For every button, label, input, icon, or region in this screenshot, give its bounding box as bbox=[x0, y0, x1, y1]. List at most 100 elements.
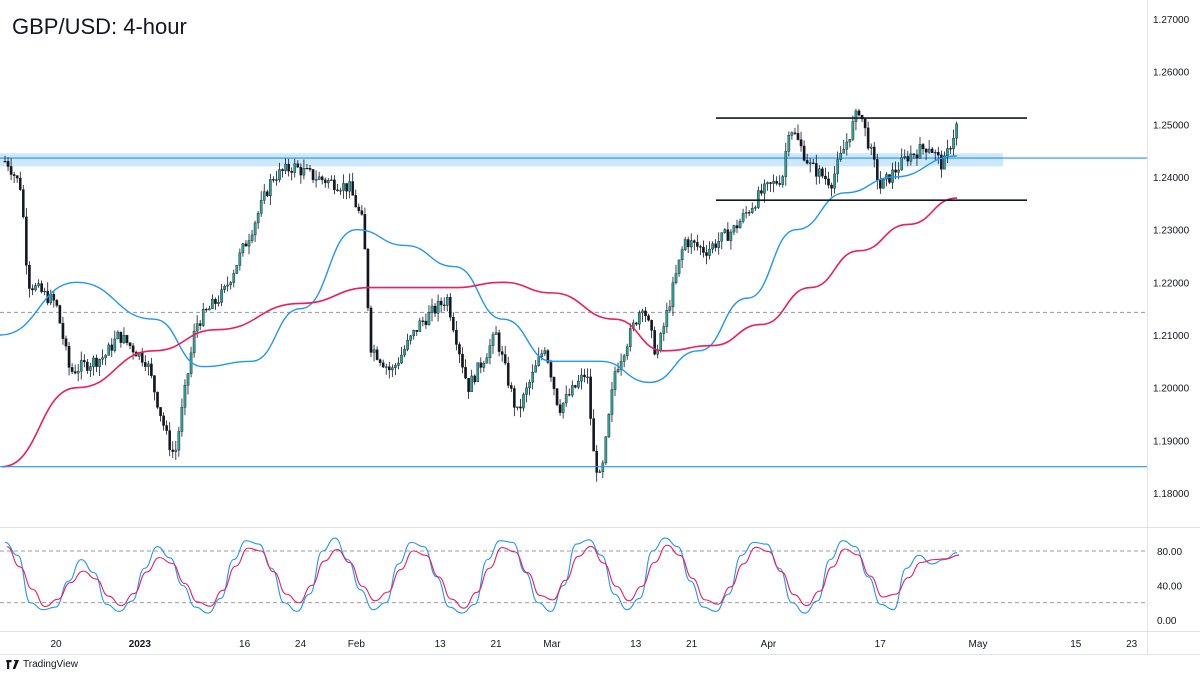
time-tick-label: 23 bbox=[1126, 639, 1138, 650]
candle-bullish bbox=[680, 249, 684, 261]
candle-bearish bbox=[22, 189, 25, 218]
candle-bearish bbox=[162, 415, 165, 426]
candle-bullish bbox=[720, 232, 724, 242]
candle-bearish bbox=[375, 349, 379, 360]
candle-bullish bbox=[897, 169, 900, 173]
candle-bullish bbox=[854, 110, 858, 122]
candle-bearish bbox=[131, 345, 135, 353]
candle-bearish bbox=[775, 180, 778, 184]
candle-bearish bbox=[140, 352, 144, 363]
candle-bullish bbox=[183, 385, 187, 408]
candle-bearish bbox=[6, 161, 10, 167]
time-axis: 20 2023 16 24 Feb 13 21 Mar 13 21 Apr 17 May 15 23 bbox=[50, 639, 1137, 650]
time-tick-label: 13 bbox=[630, 639, 642, 650]
candle-bullish bbox=[250, 234, 254, 241]
candle-bullish bbox=[256, 213, 260, 224]
time-tick-label: 20 bbox=[50, 639, 62, 650]
candle-bearish bbox=[275, 179, 278, 181]
candle-bearish bbox=[747, 212, 751, 214]
stochastic-tick-label: 40.00 bbox=[1157, 582, 1182, 593]
candle-bullish bbox=[577, 380, 580, 388]
candle-bearish bbox=[244, 243, 248, 247]
candle-bullish bbox=[192, 330, 196, 354]
candle-bullish bbox=[790, 132, 794, 136]
candle-bearish bbox=[125, 335, 129, 343]
candle-bullish bbox=[409, 335, 412, 341]
candle-bearish bbox=[363, 214, 367, 250]
candle-bearish bbox=[821, 168, 824, 177]
candle-bearish bbox=[15, 175, 19, 179]
candle-bearish bbox=[320, 176, 324, 181]
candle-bullish bbox=[586, 376, 589, 378]
candle-bearish bbox=[311, 169, 315, 181]
candle-bullish bbox=[851, 121, 855, 140]
candle-bullish bbox=[488, 345, 492, 359]
candle-bullish bbox=[903, 156, 907, 158]
candle-bullish bbox=[186, 373, 190, 386]
candle-bearish bbox=[345, 183, 348, 192]
candle-bullish bbox=[217, 302, 220, 304]
candle-bullish bbox=[342, 183, 345, 191]
candle-bullish bbox=[229, 282, 233, 286]
candle-bullish bbox=[665, 310, 669, 327]
candle-bullish bbox=[561, 402, 565, 413]
price-tick-label: 1.19000 bbox=[1153, 436, 1190, 447]
price-tick-label: 1.23000 bbox=[1153, 226, 1190, 237]
candle-bullish bbox=[34, 285, 37, 291]
candle-bullish bbox=[537, 356, 541, 366]
candle-bullish bbox=[147, 363, 150, 367]
candle-bullish bbox=[445, 297, 449, 306]
candle-bullish bbox=[677, 259, 681, 274]
candle-bearish bbox=[357, 206, 361, 211]
candle-bearish bbox=[595, 450, 598, 473]
candle-bullish bbox=[622, 355, 626, 362]
candle-bearish bbox=[815, 163, 818, 177]
candle-bullish bbox=[302, 168, 306, 176]
candle-bearish bbox=[760, 190, 763, 194]
candle-bullish bbox=[79, 360, 83, 372]
candle-bullish bbox=[98, 359, 101, 367]
candle-bullish bbox=[540, 353, 544, 357]
candle-bearish bbox=[699, 246, 702, 248]
candle-bearish bbox=[360, 210, 364, 215]
candle-bullish bbox=[683, 239, 687, 250]
candle-bearish bbox=[915, 154, 919, 159]
candle-bullish bbox=[436, 300, 440, 314]
candle-bullish bbox=[933, 152, 937, 154]
candle-bearish bbox=[906, 156, 910, 162]
candle-bullish bbox=[571, 385, 574, 396]
candle-bullish bbox=[952, 137, 955, 150]
candle-bullish bbox=[848, 138, 852, 143]
candle-bullish bbox=[598, 471, 602, 473]
candle-bullish bbox=[754, 207, 757, 209]
candle-bullish bbox=[757, 190, 760, 208]
chart-title: GBP/USD: 4-hour bbox=[12, 14, 187, 39]
candle-bearish bbox=[381, 362, 385, 368]
candle-bullish bbox=[613, 371, 617, 390]
candle-bullish bbox=[427, 312, 431, 325]
candle-bullish bbox=[628, 328, 632, 347]
candle-bearish bbox=[52, 293, 56, 301]
candle-bearish bbox=[506, 362, 510, 386]
candle-bearish bbox=[308, 168, 312, 170]
candle-bearish bbox=[811, 162, 815, 164]
candle-bearish bbox=[119, 331, 123, 343]
candle-bearish bbox=[31, 288, 34, 291]
candle-bullish bbox=[836, 159, 839, 175]
candle-bearish bbox=[70, 367, 74, 372]
candle-bearish bbox=[879, 179, 882, 189]
candle-bearish bbox=[323, 179, 327, 184]
candle-bearish bbox=[442, 304, 446, 306]
candle-bearish bbox=[354, 195, 358, 208]
candle-bearish bbox=[67, 345, 71, 368]
candle-bullish bbox=[918, 144, 922, 159]
brand-label: TradingView bbox=[23, 659, 79, 670]
candle-bullish bbox=[882, 178, 885, 189]
candle-bullish bbox=[37, 283, 40, 286]
candle-bearish bbox=[503, 354, 507, 364]
time-tick-label: Apr bbox=[761, 639, 777, 650]
candle-bullish bbox=[741, 213, 745, 222]
candle-bullish bbox=[238, 252, 242, 266]
candle-bullish bbox=[839, 153, 842, 160]
candle-bearish bbox=[449, 297, 452, 318]
